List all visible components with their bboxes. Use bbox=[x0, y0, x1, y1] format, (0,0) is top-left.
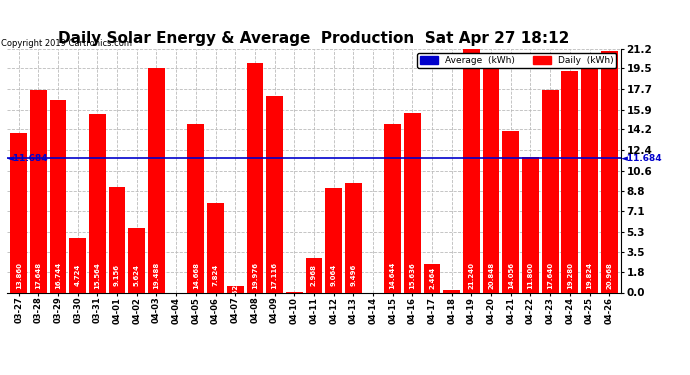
Text: 17.640: 17.640 bbox=[547, 262, 553, 289]
Bar bbox=[444, 290, 460, 292]
Text: 0.524: 0.524 bbox=[233, 278, 238, 300]
Text: 17.116: 17.116 bbox=[272, 262, 277, 289]
Bar bbox=[148, 68, 165, 292]
Text: 7.824: 7.824 bbox=[213, 264, 219, 286]
Text: 2.968: 2.968 bbox=[311, 264, 317, 286]
Text: 19.824: 19.824 bbox=[586, 262, 593, 289]
Bar bbox=[128, 228, 145, 292]
Text: 20.968: 20.968 bbox=[607, 262, 612, 289]
Bar bbox=[70, 238, 86, 292]
Text: 4.724: 4.724 bbox=[75, 264, 81, 286]
Bar bbox=[502, 131, 519, 292]
Bar bbox=[384, 124, 401, 292]
Bar bbox=[306, 258, 322, 292]
Text: 9.496: 9.496 bbox=[351, 264, 356, 286]
Text: 15.564: 15.564 bbox=[95, 262, 101, 289]
Bar bbox=[266, 96, 283, 292]
Text: ◄11.684: ◄11.684 bbox=[621, 154, 662, 163]
Text: 19.976: 19.976 bbox=[252, 262, 258, 289]
Bar bbox=[463, 48, 480, 292]
Text: 11.800: 11.800 bbox=[527, 262, 533, 289]
Text: 9.064: 9.064 bbox=[331, 264, 337, 286]
Bar bbox=[542, 90, 558, 292]
Text: 20.848: 20.848 bbox=[488, 262, 494, 289]
Legend: Average  (kWh), Daily  (kWh): Average (kWh), Daily (kWh) bbox=[417, 53, 616, 68]
Text: 5.624: 5.624 bbox=[134, 264, 140, 286]
Text: 14.056: 14.056 bbox=[508, 262, 514, 289]
Bar bbox=[227, 286, 244, 292]
Bar bbox=[581, 64, 598, 292]
Bar bbox=[30, 90, 47, 292]
Bar bbox=[325, 188, 342, 292]
Text: ◄11.684: ◄11.684 bbox=[7, 154, 48, 163]
Bar bbox=[109, 187, 126, 292]
Bar bbox=[522, 157, 539, 292]
Text: 2.464: 2.464 bbox=[429, 267, 435, 290]
Text: 14.644: 14.644 bbox=[390, 262, 395, 289]
Text: 14.668: 14.668 bbox=[193, 262, 199, 289]
Text: 15.636: 15.636 bbox=[409, 262, 415, 289]
Bar bbox=[50, 100, 66, 292]
Text: 13.860: 13.860 bbox=[16, 262, 21, 289]
Bar bbox=[424, 264, 440, 292]
Bar bbox=[10, 133, 27, 292]
Title: Daily Solar Energy & Average  Production  Sat Apr 27 18:12: Daily Solar Energy & Average Production … bbox=[58, 31, 570, 46]
Text: 19.280: 19.280 bbox=[566, 262, 573, 289]
Text: 17.648: 17.648 bbox=[35, 262, 41, 289]
Bar bbox=[188, 124, 204, 292]
Text: 16.744: 16.744 bbox=[55, 262, 61, 289]
Text: 21.240: 21.240 bbox=[469, 262, 475, 289]
Bar bbox=[207, 202, 224, 292]
Text: 9.156: 9.156 bbox=[114, 264, 120, 286]
Bar bbox=[246, 63, 264, 292]
Bar bbox=[404, 113, 421, 292]
Bar bbox=[345, 183, 362, 292]
Bar bbox=[89, 114, 106, 292]
Text: 19.488: 19.488 bbox=[153, 262, 159, 289]
Bar bbox=[562, 71, 578, 292]
Bar bbox=[601, 51, 618, 292]
Text: Copyright 2019 Cartronics.com: Copyright 2019 Cartronics.com bbox=[1, 39, 132, 48]
Bar bbox=[483, 53, 500, 292]
